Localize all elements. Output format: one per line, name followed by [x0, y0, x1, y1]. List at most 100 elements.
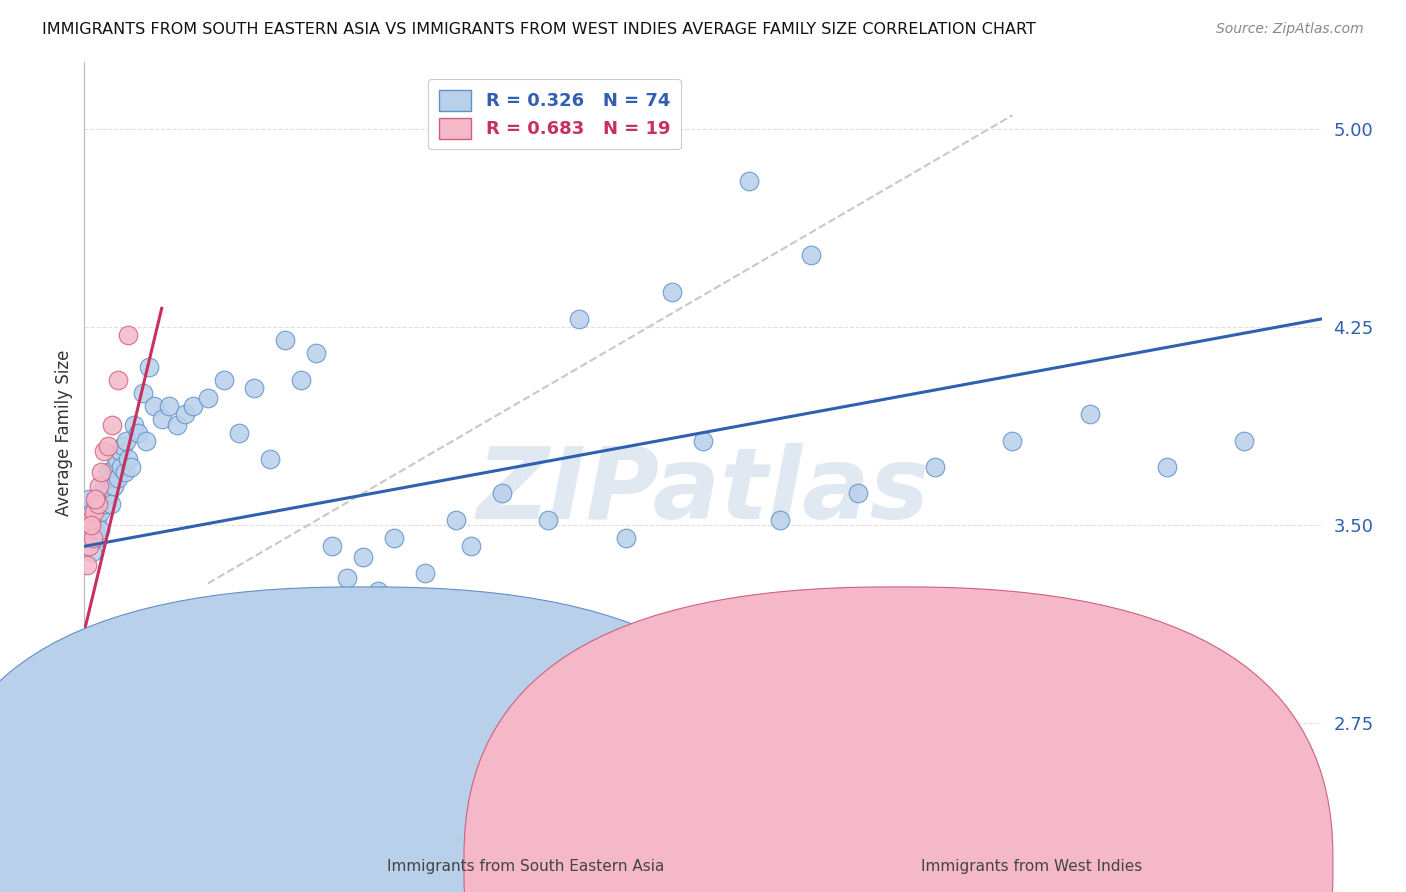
Point	[661, 285, 683, 300]
Point	[77, 518, 100, 533]
Point	[84, 491, 107, 506]
Point	[150, 412, 173, 426]
Point	[84, 491, 107, 506]
Text: ZIPatlas: ZIPatlas	[477, 443, 929, 541]
Point	[166, 417, 188, 432]
Point	[86, 513, 108, 527]
Point	[321, 539, 343, 553]
Point	[382, 532, 405, 546]
Point	[1001, 434, 1024, 448]
Point	[82, 532, 104, 546]
Point	[80, 518, 103, 533]
Point	[84, 524, 107, 538]
Point	[614, 532, 637, 546]
Point	[568, 312, 591, 326]
Point	[143, 399, 166, 413]
Point	[122, 417, 145, 432]
Point	[83, 532, 105, 546]
Y-axis label: Average Family Size: Average Family Size	[55, 350, 73, 516]
Point	[93, 478, 115, 492]
Point	[112, 439, 135, 453]
Point	[352, 549, 374, 564]
Text: Immigrants from South Eastern Asia: Immigrants from South Eastern Asia	[387, 859, 664, 873]
Point	[924, 460, 946, 475]
Point	[132, 386, 155, 401]
Point	[444, 513, 467, 527]
Point	[228, 425, 250, 440]
Point	[91, 486, 114, 500]
Point	[738, 174, 761, 188]
Point	[89, 524, 111, 538]
Point	[197, 391, 219, 405]
Point	[1156, 460, 1178, 475]
Point	[79, 513, 101, 527]
Point	[79, 518, 101, 533]
Point	[135, 434, 157, 448]
Point	[107, 373, 129, 387]
Point	[94, 497, 117, 511]
Point	[76, 558, 98, 572]
Text: 0.0%: 0.0%	[84, 825, 127, 843]
Point	[1078, 407, 1101, 421]
Point	[769, 513, 792, 527]
Point	[367, 584, 389, 599]
Point	[115, 434, 138, 448]
Point	[692, 434, 714, 448]
Point	[846, 486, 869, 500]
Point	[104, 460, 127, 475]
Point	[537, 513, 560, 527]
Point	[96, 465, 118, 479]
Text: IMMIGRANTS FROM SOUTH EASTERN ASIA VS IMMIGRANTS FROM WEST INDIES AVERAGE FAMILY: IMMIGRANTS FROM SOUTH EASTERN ASIA VS IM…	[42, 22, 1036, 37]
Point	[93, 444, 115, 458]
Point	[76, 505, 98, 519]
Point	[86, 532, 108, 546]
Point	[127, 425, 149, 440]
Point	[90, 465, 112, 479]
Point	[76, 524, 98, 538]
Point	[159, 399, 180, 413]
Point	[101, 417, 124, 432]
Point	[460, 539, 482, 553]
Point	[138, 359, 160, 374]
Point	[77, 491, 100, 506]
Point	[82, 724, 104, 739]
Point	[305, 346, 328, 360]
Point	[259, 452, 281, 467]
Point	[103, 478, 125, 492]
Point	[100, 497, 122, 511]
Point	[82, 505, 104, 519]
Point	[800, 248, 823, 262]
Point	[290, 373, 312, 387]
Point	[1233, 434, 1256, 448]
Point	[117, 452, 139, 467]
Text: Immigrants from West Indies: Immigrants from West Indies	[921, 859, 1142, 873]
Point	[82, 544, 104, 558]
Point	[96, 439, 118, 453]
Legend: R = 0.326   N = 74, R = 0.683   N = 19: R = 0.326 N = 74, R = 0.683 N = 19	[427, 78, 681, 150]
Point	[83, 505, 105, 519]
Point	[98, 486, 121, 500]
Point	[212, 373, 235, 387]
Point	[87, 478, 110, 492]
Point	[105, 452, 128, 467]
Point	[491, 486, 513, 500]
Point	[110, 460, 132, 475]
Point	[108, 444, 131, 458]
Point	[90, 491, 112, 506]
Point	[89, 505, 111, 519]
Point	[114, 465, 136, 479]
Point	[181, 399, 204, 413]
Point	[86, 497, 108, 511]
Text: 80.0%: 80.0%	[1264, 825, 1322, 843]
Point	[274, 333, 297, 347]
Point	[107, 470, 129, 484]
Point	[117, 327, 139, 342]
Point	[77, 539, 100, 553]
Point	[174, 407, 197, 421]
Point	[413, 566, 436, 580]
Point	[87, 497, 110, 511]
Point	[336, 571, 359, 585]
Point	[77, 698, 100, 712]
Point	[243, 381, 266, 395]
Point	[101, 470, 124, 484]
